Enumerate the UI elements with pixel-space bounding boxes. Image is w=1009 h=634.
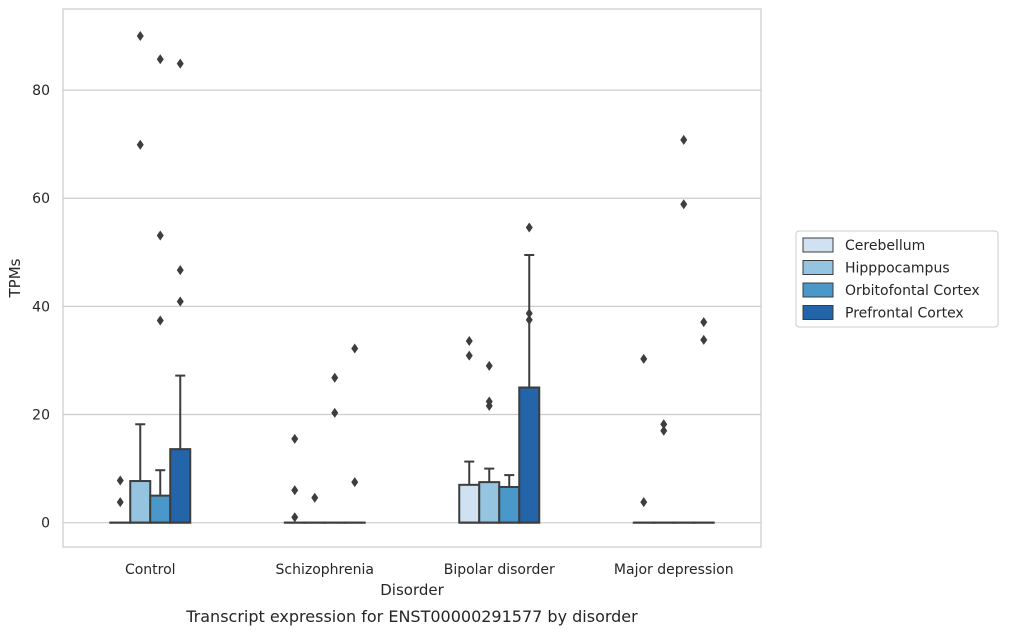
legend: Cerebellum Hipppocampus Orbitofontal Corte… — [795, 230, 999, 328]
outlier-point — [525, 308, 533, 319]
outlier-point — [291, 512, 299, 523]
legend-label: Cerebellum — [845, 238, 925, 254]
outlier-point — [485, 396, 493, 407]
outlier-point — [156, 230, 164, 241]
y-tick-label: 80 — [32, 83, 50, 99]
plot-frame — [62, 8, 762, 548]
outlier-point — [660, 425, 668, 436]
outlier-point — [176, 296, 184, 307]
y-tick-label: 0 — [41, 516, 50, 532]
y-tick-label: 20 — [32, 408, 50, 424]
outlier-point — [525, 222, 533, 233]
outlier-point — [700, 334, 708, 345]
x-axis-title: Disorder — [380, 581, 444, 599]
outlier-point — [351, 343, 359, 354]
y-tick-labels: 0 20 40 60 80 — [32, 83, 50, 532]
outlier-point — [525, 314, 533, 325]
outlier-point — [660, 419, 668, 430]
box-orbitofontal-cortex — [498, 474, 521, 524]
box-body — [498, 485, 521, 524]
legend-frame — [795, 230, 999, 328]
box-prefrontal-cortex — [518, 254, 541, 524]
outlier-point — [680, 199, 688, 210]
box-body — [518, 386, 541, 524]
y-tick-label: 60 — [32, 191, 50, 207]
outlier-point — [680, 134, 688, 145]
legend-swatch — [802, 305, 834, 320]
legend-label: Hipppocampus — [845, 261, 950, 277]
outlier-point — [331, 372, 339, 383]
legend-swatch — [802, 260, 834, 275]
box-orbitofontal-cortex — [149, 469, 172, 524]
outlier-point — [465, 335, 473, 346]
box-body — [478, 481, 501, 524]
outlier-point — [465, 350, 473, 361]
legend-label: Orbitofontal Cortex — [845, 283, 980, 299]
outlier-point — [485, 360, 493, 371]
outlier-point — [291, 433, 299, 444]
box-body — [149, 494, 172, 524]
outlier-point — [156, 315, 164, 326]
outlier-point — [700, 317, 708, 328]
legend-swatch — [802, 237, 834, 253]
outlier-point — [116, 475, 124, 486]
outlier-point — [116, 497, 124, 508]
outlier-point — [640, 353, 648, 364]
legend-swatch — [802, 282, 834, 298]
x-tick-label: Control — [125, 562, 176, 578]
y-axis-title: TPMs — [6, 258, 24, 298]
chart-caption: Transcript expression for ENST0000029157… — [185, 607, 638, 626]
outlier-point — [136, 31, 144, 42]
outlier-point — [311, 492, 319, 503]
box-body — [129, 480, 152, 524]
outlier-point — [176, 265, 184, 276]
outlier-point — [176, 58, 184, 69]
outlier-point — [156, 54, 164, 65]
legend-label: Prefrontal Cortex — [845, 306, 964, 322]
outlier-markers — [116, 31, 708, 523]
x-tick-label: Major depression — [614, 562, 734, 578]
outlier-point — [136, 139, 144, 150]
x-tick-labels: Control Schizophrenia Bipolar disorder Majo… — [125, 562, 734, 578]
outlier-point — [291, 485, 299, 496]
box-hipppocampus — [478, 467, 501, 524]
y-gridlines — [63, 89, 761, 524]
y-tick-label: 40 — [32, 299, 50, 315]
box-series-group — [109, 254, 715, 524]
box-body — [169, 448, 192, 524]
outlier-point — [331, 407, 339, 418]
box-prefrontal-cortex — [169, 374, 192, 524]
outlier-point — [640, 497, 648, 508]
box-hipppocampus — [129, 423, 152, 524]
x-tick-label: Schizophrenia — [276, 562, 374, 578]
box-body — [458, 483, 481, 524]
x-tick-label: Bipolar disorder — [444, 562, 555, 578]
outlier-point — [351, 477, 359, 488]
box-cerebellum — [458, 460, 481, 524]
